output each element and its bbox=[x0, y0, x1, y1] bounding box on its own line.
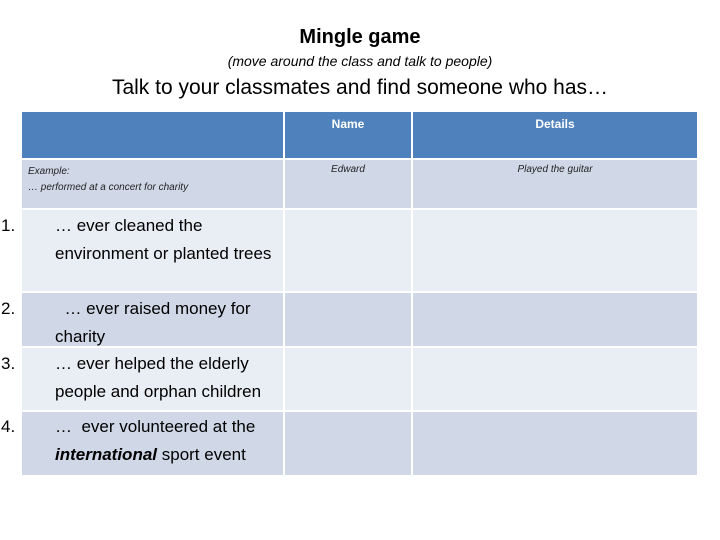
item-cell-3: 3. … ever helped the elderly people and o… bbox=[1, 348, 283, 410]
item-number: 4. bbox=[1, 417, 16, 436]
example-details-cell[interactable]: Played the guitar bbox=[413, 160, 697, 208]
item-cell-4: 4. … ever volunteered at the internationa… bbox=[1, 412, 283, 475]
header-cell-name: Name bbox=[285, 112, 411, 158]
subtitle: (move around the class and talk to peopl… bbox=[227, 53, 493, 69]
item-1-name-cell[interactable] bbox=[285, 210, 411, 291]
item-text: … ever raised money for charity bbox=[55, 299, 256, 346]
item-text: … ever cleaned the environment or plante… bbox=[55, 216, 272, 263]
item-cell-2: 2. … ever raised money for charity bbox=[1, 293, 283, 346]
item-cell-1: 1. … ever cleaned the environment or plan… bbox=[1, 210, 283, 291]
item-1-details-cell[interactable] bbox=[413, 210, 697, 291]
item-2-details-cell[interactable] bbox=[413, 293, 697, 346]
item-3-details-cell[interactable] bbox=[413, 348, 697, 410]
item-2-name-cell[interactable] bbox=[285, 293, 411, 346]
example-text: … performed at a concert for charity bbox=[28, 182, 189, 193]
example-cell: Example: … performed at a concert for ch… bbox=[22, 160, 283, 208]
item-4-details-cell[interactable] bbox=[413, 412, 697, 475]
page-title: Mingle game bbox=[299, 26, 421, 48]
instruction-heading: Talk to your classmates and find someone… bbox=[111, 76, 609, 99]
example-label: Example: bbox=[28, 166, 70, 177]
item-number: 3. bbox=[1, 354, 16, 373]
item-text-before: … ever volunteered at the bbox=[55, 417, 261, 436]
item-text-emphasis: international bbox=[55, 444, 158, 464]
item-4-name-cell[interactable] bbox=[285, 412, 411, 475]
header-cell-details: Details bbox=[413, 112, 697, 158]
item-text: … ever helped the elderly people and orp… bbox=[55, 354, 262, 401]
item-text-after: sport event bbox=[157, 444, 246, 464]
item-number: 2. bbox=[1, 299, 16, 318]
item-number: 1. bbox=[1, 216, 16, 235]
item-3-name-cell[interactable] bbox=[285, 348, 411, 410]
example-name-cell[interactable]: Edward bbox=[285, 160, 411, 208]
header-cell-blank bbox=[22, 112, 283, 158]
